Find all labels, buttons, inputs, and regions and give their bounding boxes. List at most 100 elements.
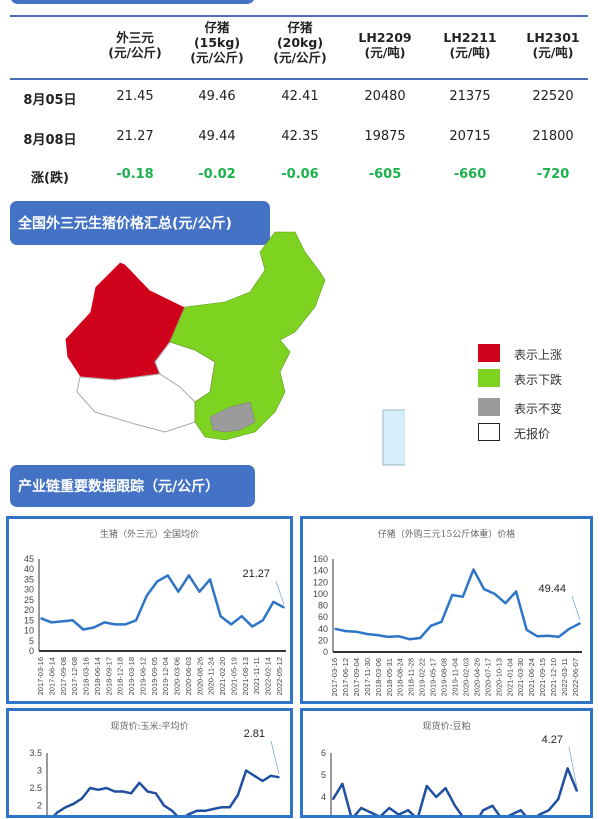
legend-label: 表示下跌 xyxy=(514,373,563,387)
header-line: (20kg) xyxy=(276,35,324,50)
y-tick-label: 40 xyxy=(318,624,328,634)
header-line: (元/吨) xyxy=(449,45,491,60)
header-line: (元/公斤) xyxy=(190,50,244,65)
header-line: (15kg) xyxy=(193,35,241,50)
x-tick-label: 2021-08-13 xyxy=(241,657,250,695)
y-tick-label: 4 xyxy=(321,792,326,802)
data-point xyxy=(230,623,232,626)
table-cell: 21800 xyxy=(532,129,574,144)
data-point xyxy=(130,792,132,795)
header-line: LH2211 xyxy=(443,30,497,45)
y-tick-label: 140 xyxy=(313,566,328,576)
data-point xyxy=(245,769,247,772)
y-tick-label: 3 xyxy=(37,766,42,776)
chart-panel-hog-price: 生猪（外三元）全国均价 0 5 10 15 20 25 30 35 40 45 2017-03-16 2… xyxy=(6,516,293,704)
x-tick-label: 2020-10-13 xyxy=(494,658,503,696)
x-tick-label: 2020-08-26 xyxy=(195,657,204,695)
data-point xyxy=(472,568,475,571)
x-tick-label: 2021-12-10 xyxy=(549,658,558,696)
data-point xyxy=(366,633,368,635)
data-point xyxy=(568,627,571,630)
legend-label: 表示上涨 xyxy=(514,348,563,362)
last-value-label: 49.44 xyxy=(538,583,566,595)
x-tick-label: 2018-09-17 xyxy=(104,657,113,695)
x-tick-label: 2017-03-16 xyxy=(36,657,45,695)
series-line xyxy=(49,769,280,819)
chart-panel-piglet-price: 仔猪（外购三元15公斤体重）价格 0 20 40 60 80 100 120 140 160 201… xyxy=(300,516,593,704)
last-value-label: 2.81 xyxy=(244,728,265,740)
data-point xyxy=(135,619,137,622)
data-point xyxy=(146,790,149,793)
table-cell: 42.41 xyxy=(281,89,319,104)
x-tick-label: 2022-02-14 xyxy=(264,657,273,695)
header-line: 外三元 xyxy=(116,30,154,45)
data-point xyxy=(482,809,484,811)
x-tick-label: 2018-03-16 xyxy=(82,657,91,695)
y-tick-label: 2.5 xyxy=(29,783,42,793)
table-cell: 20715 xyxy=(449,129,491,144)
data-point xyxy=(369,811,372,814)
y-tick-label: 10 xyxy=(24,626,34,636)
y-tick-label: 6 xyxy=(321,748,326,758)
x-tick-label: 2020-07-17 xyxy=(483,658,492,696)
table-cell: 21375 xyxy=(449,89,491,104)
data-point xyxy=(576,790,578,792)
data-point xyxy=(81,797,83,800)
x-tick-label: 2017-09-08 xyxy=(59,657,68,695)
legend-swatch xyxy=(478,398,500,416)
table-cell: 21.27 xyxy=(116,129,154,144)
data-point xyxy=(341,783,344,785)
data-point xyxy=(237,794,239,796)
header-line: LH2209 xyxy=(358,30,412,45)
data-point xyxy=(122,790,124,793)
x-tick-label: 2017-06-12 xyxy=(341,658,350,696)
table-cell: 22520 xyxy=(532,89,574,104)
chart-title: 现货价:豆粕 xyxy=(422,722,471,732)
table-header-divider xyxy=(10,78,588,80)
data-point xyxy=(344,630,347,632)
data-point xyxy=(251,625,254,628)
data-point xyxy=(40,617,42,620)
column-header: LH2211 (元/吨) xyxy=(425,30,515,60)
column-header: 仔猪 (15kg) (元/公斤) xyxy=(172,20,262,65)
data-point xyxy=(209,578,211,581)
header-line: (元/公斤) xyxy=(108,45,162,60)
table-cell: -720 xyxy=(536,167,570,182)
y-tick-label: 2 xyxy=(37,801,42,811)
x-tick-label: 2017-09-04 xyxy=(352,658,361,696)
data-point xyxy=(82,628,85,631)
x-tick-label: 2021-11-11 xyxy=(252,657,261,694)
y-tick-label: 40 xyxy=(24,564,34,574)
table-cell: 42.35 xyxy=(281,129,319,144)
data-point xyxy=(166,574,169,577)
data-point xyxy=(89,787,91,789)
column-header: 外三元 (元/公斤) xyxy=(90,30,180,60)
header-line: (元/吨) xyxy=(364,45,406,60)
data-point xyxy=(124,623,127,626)
region-unchanged xyxy=(209,401,256,433)
data-point xyxy=(515,590,517,593)
table-cell: -0.06 xyxy=(281,167,319,182)
y-tick-label: 3 xyxy=(321,814,326,815)
data-point xyxy=(72,802,75,805)
data-point xyxy=(204,809,206,812)
header-line: 仔猪 xyxy=(204,20,230,35)
south-sea-inset xyxy=(382,409,405,466)
data-point xyxy=(163,804,165,807)
data-point xyxy=(253,774,256,777)
x-tick-label: 2020-06-03 xyxy=(184,657,193,695)
y-tick-label: 0 xyxy=(29,646,34,656)
table-cell: -660 xyxy=(453,167,487,182)
data-point xyxy=(198,590,201,593)
legend-swatch xyxy=(478,423,500,441)
x-tick-label: 2021-01-04 xyxy=(505,658,514,696)
chart-panel-corn-price: 现货价:玉米:平均价1.522.533.52.81 xyxy=(6,708,293,819)
y-tick-label: 5 xyxy=(29,636,34,646)
column-header: 仔猪 (20kg) (元/公斤) xyxy=(255,20,345,65)
x-tick-label: 2018-06-14 xyxy=(93,657,102,695)
x-tick-label: 2018-12-18 xyxy=(116,657,125,695)
x-tick-label: 2019-11-04 xyxy=(451,658,460,696)
data-point xyxy=(419,637,422,639)
y-tick-label: 35 xyxy=(24,574,34,584)
y-tick-label: 45 xyxy=(24,554,34,564)
